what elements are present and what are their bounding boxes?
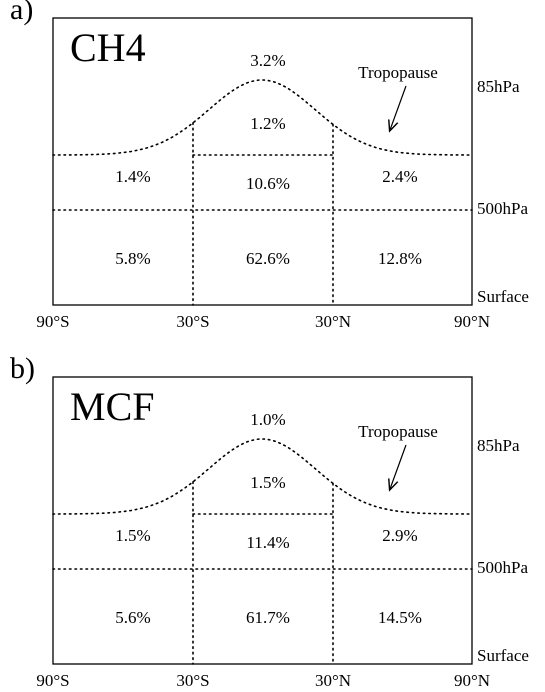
panel: a) CH4 3.2% 1.2% 1.4% 10.6% 2.4% 5.8% 62.6% 12.8%… (10, 0, 529, 331)
cell-value: 12.8% (378, 249, 422, 268)
cell-value: 1.5% (115, 526, 150, 545)
tropopause-label: Tropopause (358, 422, 438, 441)
latitude-label: 30°N (315, 671, 351, 690)
cell-value: 1.2% (250, 114, 285, 133)
tropopause-line (52, 79, 472, 156)
cell-value: 14.5% (378, 608, 422, 627)
cell-value: 1.0% (250, 410, 285, 429)
latitude-label: 90°S (36, 312, 69, 331)
pressure-label: 85hPa (477, 77, 520, 96)
cell-value: 3.2% (250, 51, 285, 70)
cell-value: 11.4% (246, 533, 289, 552)
latitude-label: 90°N (454, 312, 490, 331)
cell-value: 10.6% (246, 174, 290, 193)
latitude-label: 30°N (315, 312, 351, 331)
tropopause-label: Tropopause (358, 63, 438, 82)
latitude-label: 90°S (36, 671, 69, 690)
cell-value: 62.6% (246, 249, 290, 268)
cell-value: 1.5% (250, 473, 285, 492)
panel-label: a) (10, 0, 33, 26)
panel-label: b) (10, 352, 35, 385)
pressure-label: 85hPa (477, 436, 520, 455)
pressure-label: Surface (477, 287, 529, 306)
tropopause-arrow (390, 85, 407, 130)
cell-value: 61.7% (246, 608, 290, 627)
latitude-label: 30°S (176, 671, 209, 690)
tropopause-arrow (390, 444, 407, 489)
pressure-label: 500hPa (477, 199, 528, 218)
pressure-label: 500hPa (477, 558, 528, 577)
panel: b) MCF 1.0% 1.5% 1.5% 11.4% 2.9% 5.6% 61.7% 14.5%… (10, 352, 529, 690)
cell-value: 2.9% (382, 526, 417, 545)
latitude-label: 90°N (454, 671, 490, 690)
tropopause-line (52, 438, 472, 515)
cell-value: 5.6% (115, 608, 150, 627)
species-name: MCF (70, 384, 155, 429)
pressure-label: Surface (477, 646, 529, 665)
panel-frame (52, 376, 473, 665)
cell-value: 2.4% (382, 167, 417, 186)
panel-frame (52, 17, 473, 306)
species-name: CH4 (70, 25, 146, 70)
latitude-label: 30°S (176, 312, 209, 331)
cell-value: 1.4% (115, 167, 150, 186)
cell-value: 5.8% (115, 249, 150, 268)
